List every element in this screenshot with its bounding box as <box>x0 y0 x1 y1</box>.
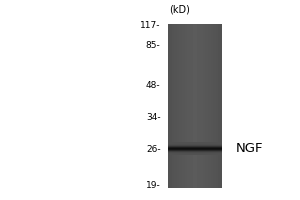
Text: (kD): (kD) <box>169 4 190 14</box>
Text: 85-: 85- <box>146 40 160 49</box>
Text: 48-: 48- <box>146 81 160 90</box>
Text: 117-: 117- <box>140 21 160 29</box>
Text: 26-: 26- <box>146 144 160 154</box>
Text: NGF: NGF <box>236 142 263 156</box>
Text: 34-: 34- <box>146 112 160 121</box>
Text: 19-: 19- <box>146 180 160 190</box>
